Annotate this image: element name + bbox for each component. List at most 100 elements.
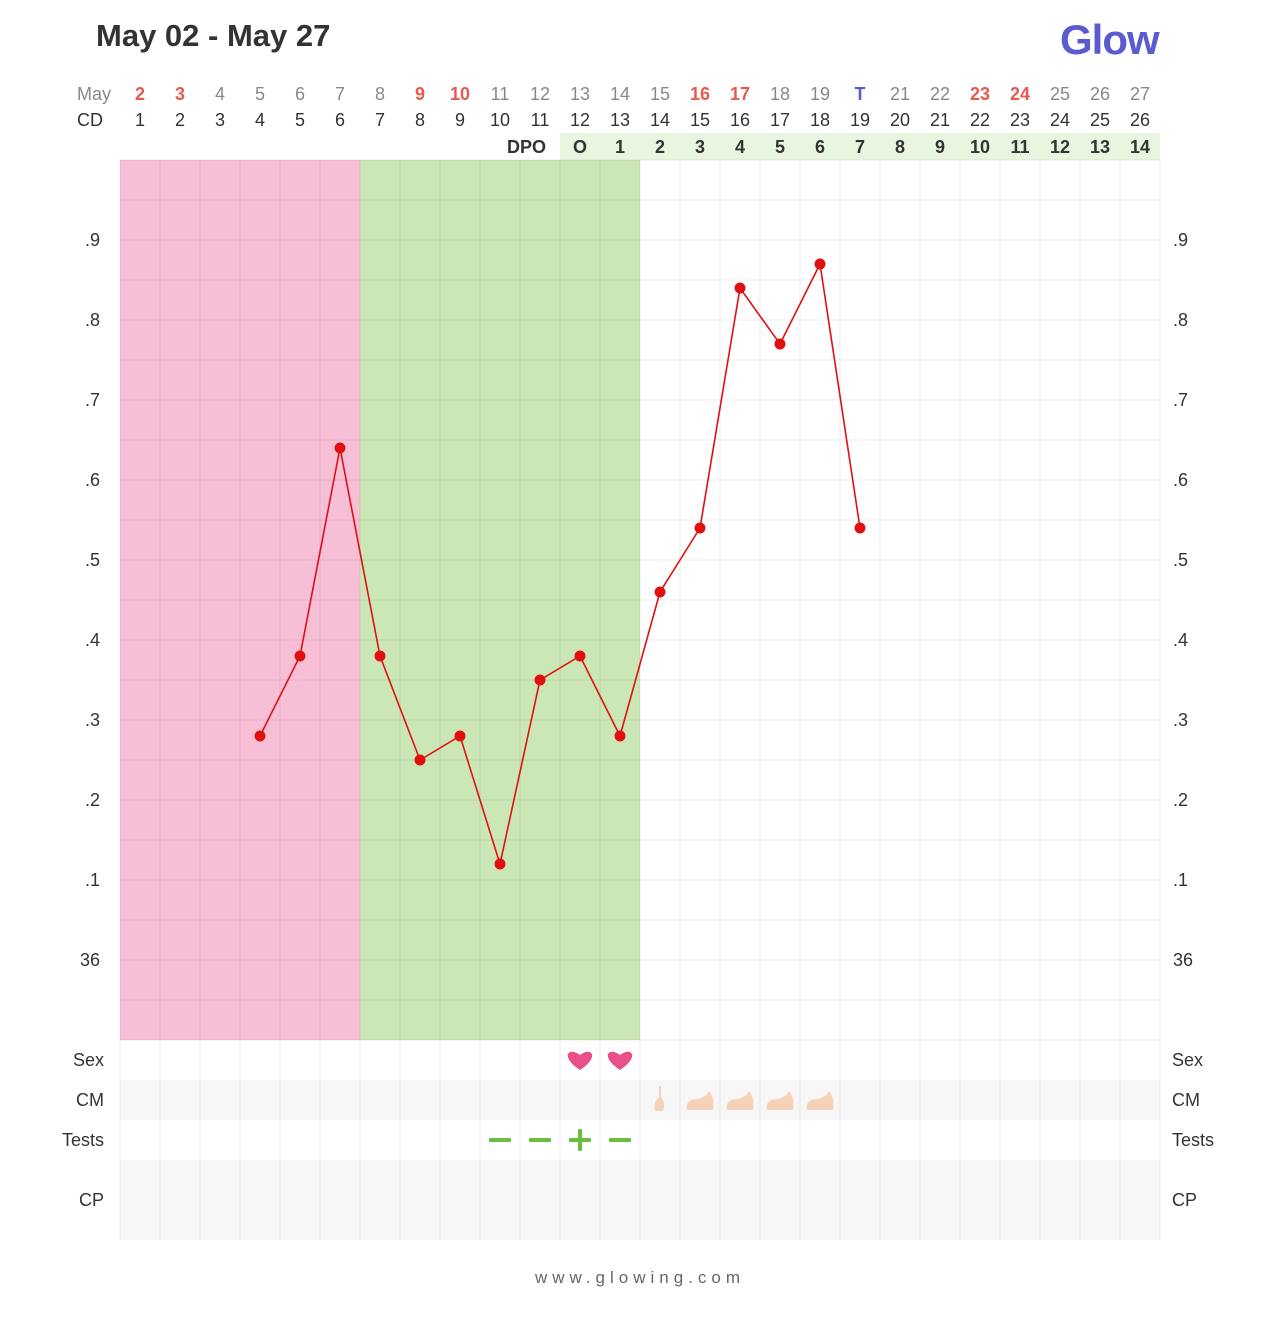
temperature-point bbox=[734, 282, 746, 294]
glow-logo: Glow bbox=[1060, 16, 1160, 63]
tests-row-label-left: Tests bbox=[62, 1130, 104, 1150]
date-label: 2 bbox=[135, 84, 145, 104]
date-label: 24 bbox=[1010, 84, 1030, 104]
date-label: 17 bbox=[730, 84, 750, 104]
date-label: 18 bbox=[770, 84, 790, 104]
month-row-label: May bbox=[77, 84, 111, 104]
cycle-day-label: 3 bbox=[215, 110, 225, 130]
heart-icon bbox=[607, 1051, 633, 1070]
dpo-label: 14 bbox=[1130, 137, 1150, 157]
dpo-label: 12 bbox=[1050, 137, 1070, 157]
temperature-point bbox=[454, 730, 466, 742]
temperature-point bbox=[574, 650, 586, 662]
date-label: 14 bbox=[610, 84, 630, 104]
test-result-bar bbox=[529, 1138, 551, 1142]
dpo-label: 13 bbox=[1090, 137, 1110, 157]
date-label: 21 bbox=[890, 84, 910, 104]
date-label: 12 bbox=[530, 84, 550, 104]
cycle-day-label: 17 bbox=[770, 110, 790, 130]
dpo-label: 2 bbox=[655, 137, 665, 157]
dpo-label: 9 bbox=[935, 137, 945, 157]
date-label: 23 bbox=[970, 84, 990, 104]
dpo-row-label: DPO bbox=[507, 137, 546, 157]
footer-url[interactable]: www.glowing.com bbox=[534, 1268, 746, 1287]
date-label: 4 bbox=[215, 84, 225, 104]
temperature-point bbox=[334, 442, 346, 454]
cd-row-label: CD bbox=[77, 110, 103, 130]
y-tick-label-left: .8 bbox=[85, 310, 100, 330]
date-label: 16 bbox=[690, 84, 710, 104]
dpo-band bbox=[560, 133, 1160, 160]
temperature-line bbox=[259, 261, 861, 868]
temperature-point bbox=[254, 730, 266, 742]
creamy-cm-icon bbox=[726, 1091, 754, 1110]
temperature-point bbox=[294, 650, 306, 662]
test-result-bar bbox=[609, 1138, 631, 1142]
temperature-point bbox=[654, 586, 666, 598]
date-label: T bbox=[855, 84, 866, 104]
y-tick-label-left: .2 bbox=[85, 790, 100, 810]
date-label: 11 bbox=[491, 84, 510, 104]
y-tick-label-right: 36 bbox=[1173, 950, 1193, 970]
sticky-cm-icon bbox=[654, 1086, 665, 1111]
date-label: 6 bbox=[295, 84, 305, 104]
dpo-label: 8 bbox=[895, 137, 905, 157]
y-tick-label-right: .9 bbox=[1173, 230, 1188, 250]
dpo-label: 3 bbox=[695, 137, 705, 157]
y-tick-label-left: .9 bbox=[85, 230, 100, 250]
cm-row-label-left: CM bbox=[76, 1090, 104, 1110]
cycle-day-label: 23 bbox=[1010, 110, 1030, 130]
y-tick-label-left: .7 bbox=[85, 390, 100, 410]
cycle-day-label: 4 bbox=[255, 110, 265, 130]
cycle-day-label: 8 bbox=[415, 110, 425, 130]
heart-icon bbox=[567, 1051, 593, 1070]
date-label: 3 bbox=[175, 84, 185, 104]
chart-title: May 02 - May 27 bbox=[96, 18, 331, 53]
cycle-day-label: 5 bbox=[295, 110, 305, 130]
temperature-point bbox=[814, 258, 826, 270]
y-tick-label-right: .5 bbox=[1173, 550, 1188, 570]
date-label: 5 bbox=[255, 84, 265, 104]
date-label: 19 bbox=[810, 84, 830, 104]
y-tick-label-right: .7 bbox=[1173, 390, 1188, 410]
test-result-bar bbox=[489, 1138, 511, 1142]
tests-row-label-right: Tests bbox=[1172, 1130, 1214, 1150]
temperature-point bbox=[854, 522, 866, 534]
cycle-day-label: 10 bbox=[490, 110, 510, 130]
cm-row-label-right: CM bbox=[1172, 1090, 1200, 1110]
dpo-label: 6 bbox=[815, 137, 825, 157]
y-tick-label-right: .4 bbox=[1173, 630, 1188, 650]
y-tick-label-right: .1 bbox=[1173, 870, 1188, 890]
cycle-day-label: 19 bbox=[850, 110, 870, 130]
cycle-day-label: 12 bbox=[570, 110, 590, 130]
date-label: 25 bbox=[1050, 84, 1070, 104]
cp-row-background bbox=[120, 1160, 1160, 1240]
cycle-day-label: 2 bbox=[175, 110, 185, 130]
temperature-point bbox=[414, 754, 426, 766]
cycle-day-label: 9 bbox=[455, 110, 465, 130]
temperature-point bbox=[374, 650, 386, 662]
sex-row-label-left: Sex bbox=[73, 1050, 104, 1070]
date-label: 22 bbox=[930, 84, 950, 104]
temperature-point bbox=[494, 858, 506, 870]
y-tick-label-right: .2 bbox=[1173, 790, 1188, 810]
date-label: 10 bbox=[450, 84, 470, 104]
cycle-day-label: 22 bbox=[970, 110, 990, 130]
creamy-cm-icon bbox=[686, 1091, 714, 1110]
y-tick-label-right: .8 bbox=[1173, 310, 1188, 330]
y-tick-label-right: .6 bbox=[1173, 470, 1188, 490]
temperature-point bbox=[694, 522, 706, 534]
temperature-point bbox=[774, 338, 786, 350]
period-band bbox=[120, 160, 360, 1040]
cycle-day-label: 16 bbox=[730, 110, 750, 130]
cycle-day-label: 26 bbox=[1130, 110, 1150, 130]
dpo-label: O bbox=[573, 137, 587, 157]
date-label: 9 bbox=[415, 84, 425, 104]
y-tick-label-left: .3 bbox=[85, 710, 100, 730]
y-tick-label-left: .6 bbox=[85, 470, 100, 490]
test-positive-bar bbox=[578, 1129, 582, 1151]
y-tick-label-right: .3 bbox=[1173, 710, 1188, 730]
cycle-day-label: 7 bbox=[375, 110, 385, 130]
y-tick-label-left: .5 bbox=[85, 550, 100, 570]
